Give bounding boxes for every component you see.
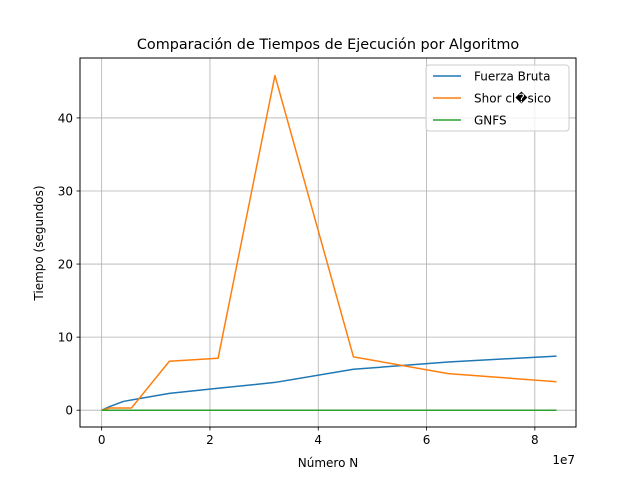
x-tick-label: 6 bbox=[423, 433, 431, 447]
legend-label: Fuerza Bruta bbox=[474, 70, 550, 84]
legend-label: Shor cl�sico bbox=[474, 92, 551, 106]
x-axis-label: Número N bbox=[298, 456, 358, 470]
y-tick-label: 20 bbox=[58, 258, 73, 272]
series-line bbox=[101, 74, 557, 411]
y-tick-label: 0 bbox=[65, 404, 73, 418]
legend-frame bbox=[425, 64, 570, 132]
x-tick-label: 8 bbox=[531, 433, 539, 447]
tick-layer: 0 2 4 6 8 0 10 20 30 40 bbox=[58, 111, 539, 447]
x-tick-label: 0 bbox=[98, 433, 106, 447]
x-tick-label: 4 bbox=[314, 433, 322, 447]
x-offset-label: 1e7 bbox=[552, 453, 575, 467]
chart-title: Comparación de Tiempos de Ejecución por … bbox=[137, 37, 519, 53]
x-tick-label: 2 bbox=[206, 433, 214, 447]
legend: Fuerza Bruta Shor cl�sico GNFS bbox=[425, 64, 570, 132]
y-tick-label: 10 bbox=[58, 331, 73, 345]
y-axis-label: Tiempo (segundos) bbox=[32, 185, 46, 301]
y-tick-label: 30 bbox=[58, 184, 73, 198]
legend-label: GNFS bbox=[474, 114, 507, 128]
series-layer bbox=[101, 74, 557, 411]
series-line bbox=[101, 355, 557, 411]
plot-frame bbox=[79, 57, 577, 428]
y-tick-label: 40 bbox=[58, 111, 73, 125]
